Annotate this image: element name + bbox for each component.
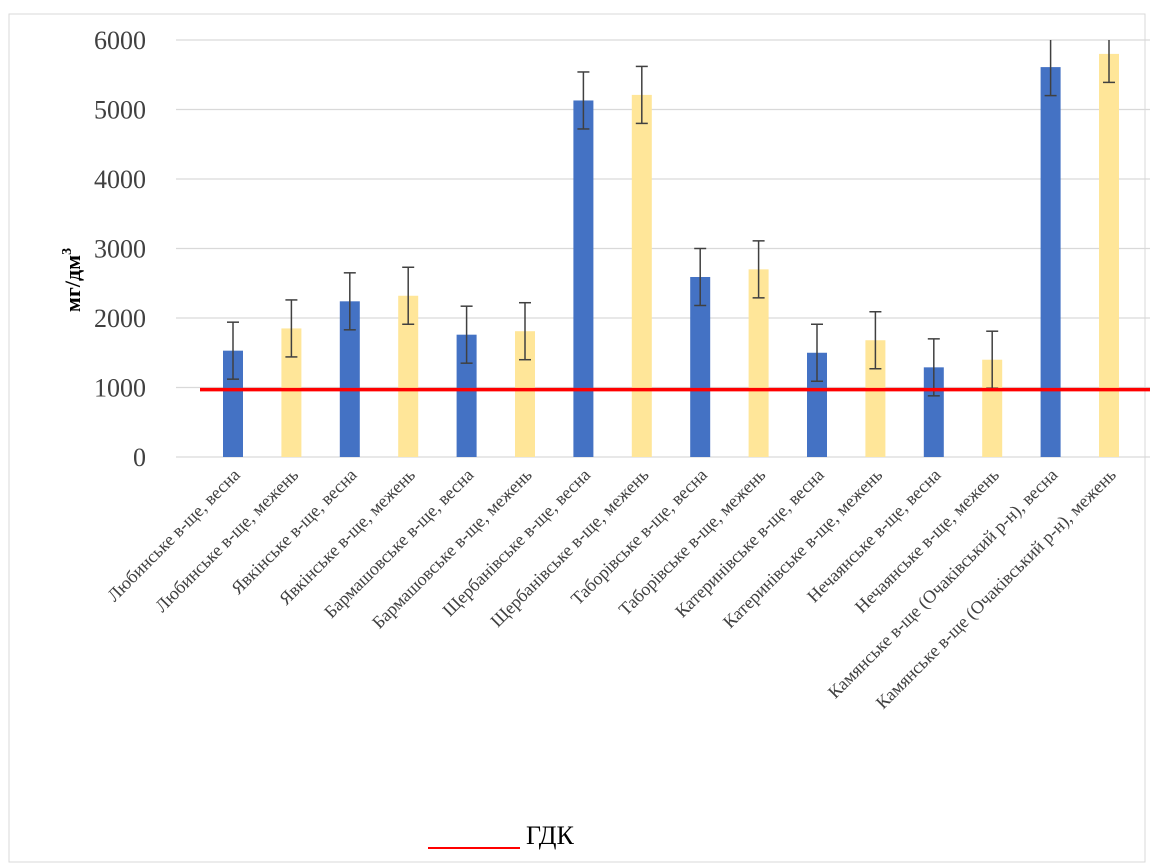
bar-8 xyxy=(690,276,711,457)
y-axis-ticks: 0 1000 2000 3000 4000 5000 6000 xyxy=(94,26,146,472)
error-bar-4 xyxy=(460,305,473,364)
error-bar-1 xyxy=(285,299,298,358)
bar-13 xyxy=(982,359,1003,457)
bar-4 xyxy=(456,334,477,457)
error-bars xyxy=(227,40,1115,397)
bar-1 xyxy=(281,328,302,457)
legend: ГДК xyxy=(428,821,574,850)
error-bar-12 xyxy=(927,338,940,397)
y-tick-label-3: 3000 xyxy=(94,235,146,264)
bar-14 xyxy=(1040,67,1061,457)
y-tick-label-2: 2000 xyxy=(94,304,146,333)
error-bar-7 xyxy=(635,65,648,125)
error-bar-11 xyxy=(869,310,882,370)
error-bar-0 xyxy=(227,321,239,380)
error-bar-15 xyxy=(1103,40,1115,84)
error-bar-6 xyxy=(577,71,590,130)
bar-3 xyxy=(398,295,419,457)
error-bar-3 xyxy=(402,266,415,326)
error-bar-2 xyxy=(343,272,356,331)
bar-9 xyxy=(748,269,769,457)
y-tick-label-4: 4000 xyxy=(94,165,146,194)
bar-5 xyxy=(515,331,535,457)
error-bar-14 xyxy=(1044,40,1057,97)
bar-0 xyxy=(223,350,243,457)
legend-label: ГДК xyxy=(526,821,574,850)
bar-15 xyxy=(1099,53,1119,458)
error-bar-5 xyxy=(519,301,531,361)
y-tick-label-5: 5000 xyxy=(94,96,146,125)
bars xyxy=(223,53,1119,458)
y-axis-title: мг/дм3 xyxy=(60,248,85,312)
bar-2 xyxy=(339,301,360,457)
bar-10 xyxy=(807,352,827,457)
error-bar-8 xyxy=(694,247,707,307)
y-tick-label-0: 0 xyxy=(133,443,146,472)
y-tick-label-6: 6000 xyxy=(94,26,146,55)
bar-6 xyxy=(573,100,594,457)
bar-7 xyxy=(631,94,652,457)
error-bar-9 xyxy=(752,240,765,299)
error-bar-10 xyxy=(811,323,823,382)
y-tick-label-1: 1000 xyxy=(94,374,146,403)
